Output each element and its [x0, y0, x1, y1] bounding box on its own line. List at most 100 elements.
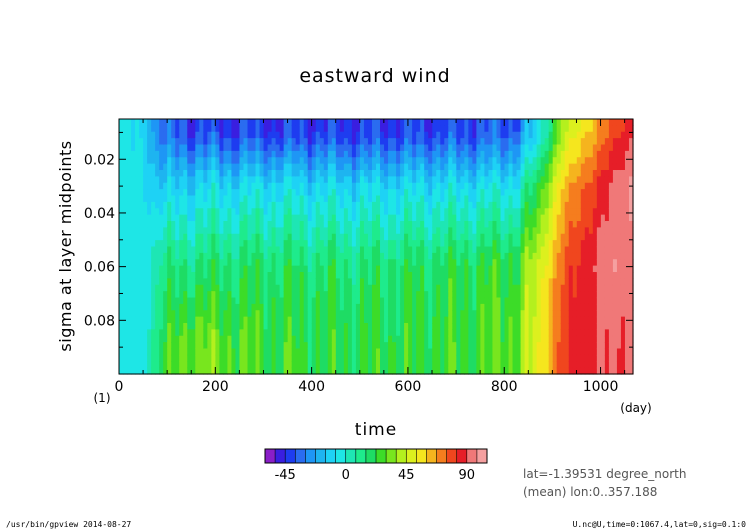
field-cell — [404, 310, 409, 318]
field-cell — [416, 335, 421, 343]
field-cell — [163, 163, 168, 171]
field-cell — [600, 157, 606, 165]
field-cell — [259, 240, 265, 248]
field-cell — [335, 131, 341, 139]
field-cell — [508, 367, 514, 375]
field-cell — [388, 119, 393, 126]
field-cell — [484, 297, 490, 305]
field-cell — [572, 265, 578, 273]
field-cell — [460, 252, 465, 260]
field-cell — [448, 144, 453, 152]
field-cell — [367, 221, 373, 228]
field-cell — [556, 278, 562, 286]
field-cell — [339, 278, 345, 286]
field-cell — [147, 150, 152, 158]
field-cell — [179, 201, 184, 209]
field-cell — [552, 291, 558, 299]
field-cell — [199, 163, 204, 171]
field-cell — [600, 240, 606, 248]
field-cell — [560, 221, 566, 228]
field-cell — [343, 354, 349, 362]
field-cell — [231, 265, 237, 273]
field-cell — [347, 176, 353, 184]
field-cell — [159, 342, 164, 350]
field-cell — [159, 265, 164, 273]
field-cell — [151, 131, 156, 139]
field-cell — [516, 259, 522, 267]
field-cell — [187, 214, 192, 222]
field-cell — [355, 329, 361, 337]
field-cell — [480, 265, 486, 273]
field-cell — [584, 284, 590, 292]
field-cell — [496, 170, 502, 177]
field-cell — [568, 323, 574, 330]
field-cell — [291, 316, 297, 324]
field-cell — [540, 189, 546, 197]
field-cell — [464, 278, 469, 286]
field-cell — [347, 221, 353, 228]
field-cell — [167, 163, 172, 171]
field-cell — [243, 176, 249, 184]
field-cell — [592, 214, 598, 222]
field-cell — [263, 252, 269, 260]
field-cell — [359, 316, 365, 324]
field-cell — [420, 214, 425, 222]
field-cell — [500, 361, 506, 369]
field-cell — [580, 195, 586, 203]
field-cell — [604, 176, 610, 184]
field-cell — [516, 119, 522, 126]
field-cell — [291, 354, 297, 362]
field-cell — [355, 144, 361, 152]
field-cell — [339, 329, 345, 337]
field-cell — [155, 195, 160, 203]
field-cell — [524, 201, 530, 209]
field-cell — [247, 138, 253, 146]
field-cell — [384, 163, 389, 171]
field-cell — [147, 131, 152, 139]
field-cell — [267, 310, 273, 318]
field-cell — [223, 246, 229, 254]
field-cell — [359, 221, 365, 228]
field-cell — [596, 354, 602, 362]
field-cell — [580, 291, 586, 299]
field-cell — [147, 354, 152, 362]
field-cell — [420, 189, 425, 197]
field-cell — [231, 361, 237, 369]
field-cell — [247, 163, 253, 171]
field-cell — [580, 170, 586, 177]
field-cell — [279, 176, 285, 184]
field-cell — [564, 125, 570, 133]
field-cell — [319, 335, 325, 343]
field-cell — [159, 170, 164, 177]
field-cell — [323, 265, 329, 273]
field-cell — [592, 367, 598, 375]
field-cell — [323, 138, 329, 146]
field-cell — [476, 201, 482, 209]
field-cell — [380, 131, 385, 139]
field-cell — [616, 240, 622, 248]
field-cell — [199, 259, 204, 267]
field-cell — [468, 297, 473, 305]
field-cell — [592, 201, 598, 209]
field-cell — [388, 208, 393, 216]
field-cell — [231, 240, 237, 248]
field-cell — [279, 221, 285, 228]
field-cell — [436, 265, 441, 273]
field-cell — [576, 278, 582, 286]
field-cell — [147, 201, 152, 209]
field-cell — [227, 316, 233, 324]
field-cell — [371, 221, 377, 228]
field-cell — [540, 323, 546, 330]
field-cell — [560, 119, 566, 126]
field-cell — [195, 335, 200, 343]
field-cell — [123, 252, 128, 260]
field-cell — [135, 297, 140, 305]
field-cell — [396, 303, 401, 311]
field-cell — [127, 272, 132, 279]
field-cell — [576, 201, 582, 209]
field-cell — [416, 144, 421, 152]
field-cell — [552, 310, 558, 318]
field-cell — [512, 150, 518, 158]
field-cell — [339, 233, 345, 241]
field-cell — [404, 297, 409, 305]
